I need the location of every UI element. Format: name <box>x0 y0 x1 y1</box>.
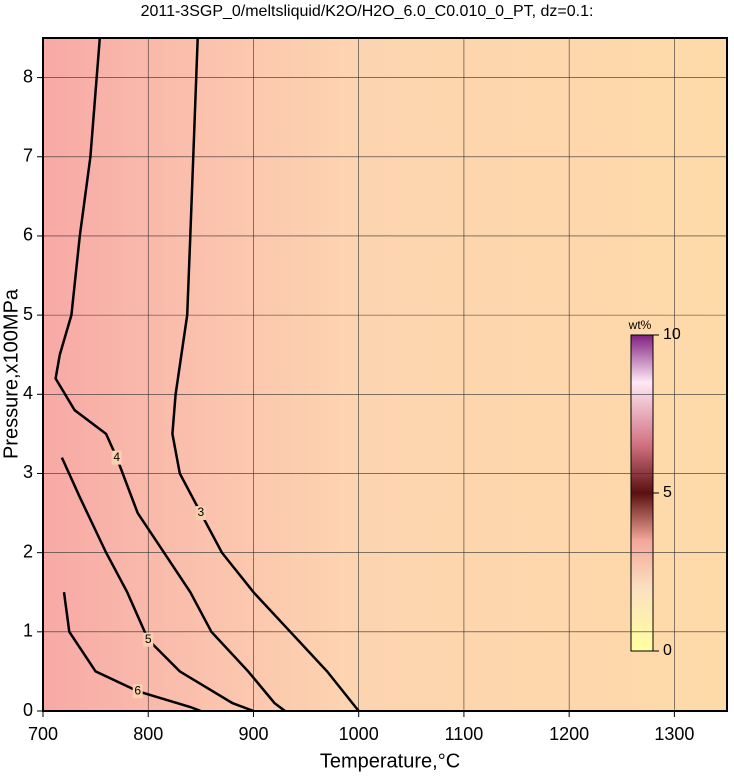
x-tick-label: 1200 <box>549 724 589 744</box>
contour-label-bg <box>111 450 122 465</box>
colorbar-label: wt% <box>628 318 652 332</box>
plot-layer: 3 4 5 6 <box>42 37 727 713</box>
y-tick-label: 6 <box>23 225 33 245</box>
y-tick-label: 3 <box>23 462 33 482</box>
x-tick-label: 800 <box>133 724 163 744</box>
colorbar-tick-label: 5 <box>663 484 672 501</box>
contour-label: 4 <box>113 450 120 464</box>
y-tick-label: 1 <box>23 621 33 641</box>
x-tick-label: 1300 <box>654 724 694 744</box>
contour-label-bg <box>132 684 143 699</box>
contour-label-bg <box>195 506 206 521</box>
y-tick-label: 8 <box>23 66 33 86</box>
contour-label: 6 <box>134 683 141 697</box>
x-tick-label: 1100 <box>445 724 484 744</box>
x-tick-label: 1000 <box>339 724 379 744</box>
plot-frame <box>42 37 728 712</box>
y-tick-label: 2 <box>23 541 33 561</box>
x-tick-label: 700 <box>28 724 58 744</box>
contour-label: 3 <box>198 505 205 519</box>
contour-line <box>60 457 254 713</box>
colorbar-tick-label: 10 <box>663 326 681 343</box>
contour-label: 5 <box>145 632 152 646</box>
contour-line <box>54 37 286 712</box>
colorbar <box>630 334 654 652</box>
contour-label-bg <box>143 632 154 647</box>
y-tick-label: 0 <box>23 700 33 720</box>
colorbar-tick-label: 0 <box>663 642 672 659</box>
contour-line <box>62 592 202 713</box>
y-tick-label: 4 <box>23 383 33 403</box>
y-tick-label: 5 <box>23 304 33 324</box>
chart-title: 2011-3SGP_0/meltsliquid/K2O/H2O_6.0_C0.0… <box>141 3 594 20</box>
plot-background <box>43 38 727 711</box>
contour-line <box>171 37 360 712</box>
y-tick-label: 7 <box>23 146 33 166</box>
y-axis-label: Pressure,x100MPa <box>0 288 22 459</box>
x-axis-label: Temperature,°C <box>320 750 460 772</box>
x-tick-label: 900 <box>238 724 268 744</box>
